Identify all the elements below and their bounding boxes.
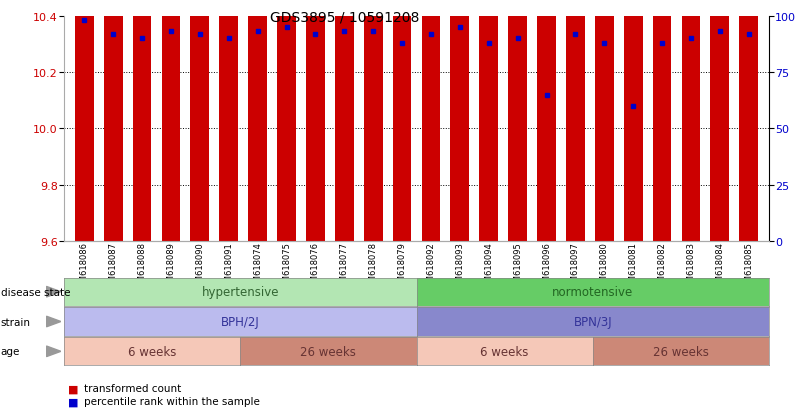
Bar: [624, 0, 642, 242]
Bar: [710, 0, 729, 242]
Text: BPH/2J: BPH/2J: [221, 315, 260, 328]
Bar: [133, 0, 151, 242]
Text: transformed count: transformed count: [84, 383, 181, 393]
Bar: [248, 0, 267, 242]
Bar: [277, 0, 296, 242]
Bar: [479, 0, 498, 242]
Text: GDS3895 / 10591208: GDS3895 / 10591208: [270, 10, 419, 24]
Text: age: age: [1, 347, 20, 356]
Bar: [653, 0, 671, 242]
Text: 26 weeks: 26 weeks: [300, 345, 356, 358]
Polygon shape: [46, 287, 61, 297]
Polygon shape: [46, 316, 61, 327]
Text: 6 weeks: 6 weeks: [128, 345, 176, 358]
Bar: [75, 0, 94, 242]
Text: 6 weeks: 6 weeks: [481, 345, 529, 358]
Text: strain: strain: [1, 317, 30, 327]
Bar: [537, 0, 556, 242]
Bar: [335, 0, 354, 242]
Bar: [421, 0, 441, 242]
Text: hypertensive: hypertensive: [202, 285, 279, 299]
Text: percentile rank within the sample: percentile rank within the sample: [84, 396, 260, 406]
Polygon shape: [46, 346, 61, 357]
Bar: [162, 0, 180, 242]
Bar: [392, 0, 412, 242]
Bar: [104, 0, 123, 242]
Text: disease state: disease state: [1, 287, 70, 297]
Bar: [364, 0, 383, 242]
Bar: [219, 0, 238, 242]
Bar: [509, 0, 527, 242]
Bar: [306, 0, 324, 242]
Bar: [191, 0, 209, 242]
Bar: [682, 0, 700, 242]
Text: ■: ■: [68, 396, 78, 406]
Bar: [450, 0, 469, 242]
Bar: [566, 0, 585, 242]
Text: 26 weeks: 26 weeks: [653, 345, 709, 358]
Text: ■: ■: [68, 383, 78, 393]
Bar: [739, 0, 758, 242]
Bar: [595, 0, 614, 242]
Text: BPN/3J: BPN/3J: [574, 315, 612, 328]
Text: normotensive: normotensive: [552, 285, 634, 299]
